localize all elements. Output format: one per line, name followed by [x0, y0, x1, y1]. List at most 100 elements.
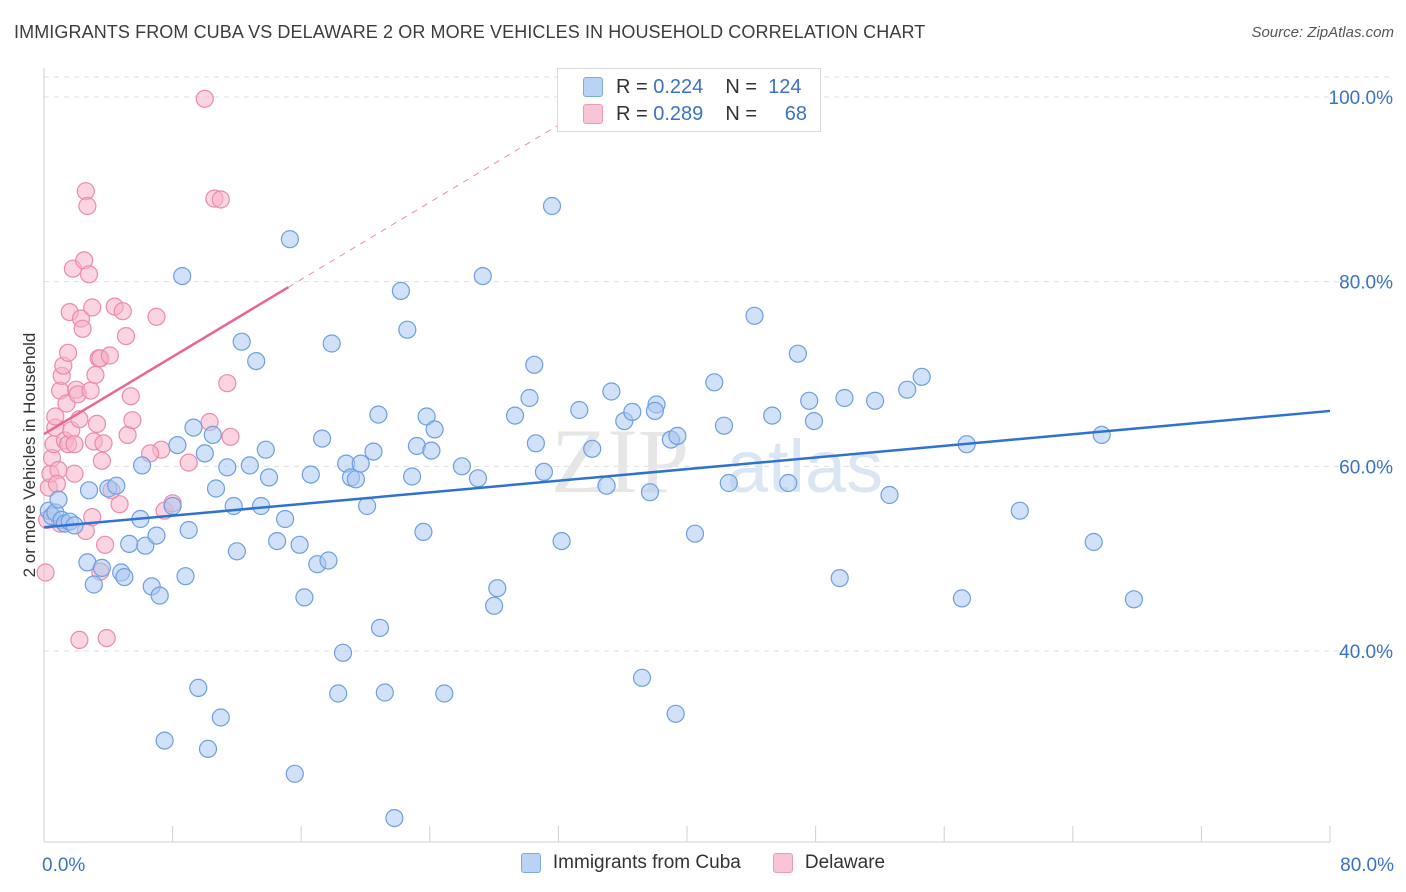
- stats-legend: R = 0.224 N = 124 R = 0.289 N = 68: [557, 68, 821, 132]
- cuba-point: [865, 391, 885, 410]
- cuba-point: [668, 426, 687, 445]
- cuba-point: [417, 407, 436, 426]
- cuba-point: [403, 467, 422, 486]
- cuba-point: [763, 406, 782, 425]
- cuba-point: [1124, 590, 1144, 609]
- cuba-point: [398, 320, 417, 339]
- cuba-r-label: R =: [616, 75, 648, 98]
- delaware-point: [92, 451, 112, 470]
- cuba-point: [526, 434, 546, 453]
- cuba-point: [189, 678, 208, 698]
- delaware-point: [147, 307, 166, 326]
- cuba-point: [534, 462, 554, 481]
- cuba-point: [435, 684, 454, 703]
- delaware-point: [221, 427, 240, 446]
- cuba-point: [552, 531, 571, 551]
- cuba-point: [218, 458, 237, 477]
- delaware-point: [95, 535, 115, 554]
- cuba-point: [92, 558, 112, 578]
- cuba-point: [168, 436, 187, 455]
- delaware-point: [70, 630, 89, 650]
- cuba-point: [120, 534, 139, 554]
- legend-item-delaware[interactable]: Delaware: [772, 852, 885, 874]
- cuba-point: [800, 391, 819, 410]
- watermark-atlas: atlas: [727, 425, 883, 508]
- cuba-point: [912, 367, 931, 386]
- cuba-point: [329, 684, 348, 703]
- cuba-point: [623, 402, 642, 421]
- delaware-point: [94, 434, 113, 453]
- cuba-point: [745, 306, 764, 325]
- delaware-n-value: 68: [784, 102, 808, 125]
- cuba-r-value: 0.224: [653, 75, 704, 98]
- x-tick-label: 0.0%: [42, 855, 85, 876]
- trend-lines: [43, 115, 1331, 529]
- cuba-point: [369, 405, 388, 424]
- cuba-point: [313, 429, 332, 448]
- delaware-point: [36, 563, 55, 582]
- cuba-point: [602, 382, 621, 401]
- cuba-n-label: N =: [725, 75, 757, 98]
- delaware-point: [58, 343, 78, 362]
- stats-legend-row-cuba: R = 0.224 N = 124: [583, 74, 802, 100]
- y-tick-label: 80.0%: [1339, 273, 1393, 294]
- cuba-n-value: 124: [768, 75, 802, 98]
- cuba-point: [163, 496, 182, 516]
- delaware-point: [65, 435, 84, 454]
- cuba-point: [176, 567, 195, 586]
- cuba-point: [505, 406, 525, 425]
- cuba-point: [632, 668, 652, 687]
- delaware-r-label: R =: [616, 102, 648, 125]
- legend-item-cuba[interactable]: Immigrants from Cuba: [520, 852, 741, 874]
- cuba-point: [452, 457, 471, 476]
- delaware-point: [123, 411, 142, 430]
- cuba-point: [525, 355, 544, 374]
- cuba-point: [290, 535, 309, 554]
- cuba-point: [276, 509, 295, 529]
- delaware-point: [116, 327, 136, 346]
- delaware-point: [179, 453, 198, 472]
- cuba-point: [358, 496, 377, 516]
- y-tick-labels: 40.0% 60.0% 80.0% 100.0%: [1329, 88, 1394, 663]
- x-tick-labels: 0.0% 80.0%: [42, 855, 1394, 876]
- cuba-swatch: [583, 77, 603, 97]
- cuba-point: [150, 586, 169, 605]
- cuba-point: [206, 479, 226, 498]
- legend-swatch-cuba: [520, 853, 541, 873]
- delaware-point: [73, 319, 92, 338]
- cuba-point: [155, 731, 174, 750]
- y-tick-label: 100.0%: [1329, 88, 1394, 109]
- trend-line-delaware: [43, 286, 289, 436]
- cuba-point: [370, 618, 390, 638]
- cuba-point: [542, 196, 562, 216]
- cuba-point: [211, 708, 230, 727]
- cuba-point: [49, 490, 68, 509]
- cuba-point: [280, 230, 299, 249]
- delaware-point: [110, 495, 129, 514]
- delaware-r-value: 0.289: [653, 102, 704, 125]
- source-credit: Source: ZipAtlas.com: [1251, 24, 1394, 41]
- stats-legend-row-delaware: R = 0.289 N = 68: [583, 101, 807, 127]
- cuba-point: [788, 344, 808, 363]
- cuba-point: [640, 483, 660, 502]
- delaware-point: [65, 464, 84, 483]
- cuba-point: [107, 476, 126, 495]
- delaware-point: [83, 298, 102, 317]
- delaware-point: [46, 407, 65, 426]
- cuba-point: [268, 531, 287, 551]
- cuba-point: [385, 808, 404, 828]
- cuba-point: [195, 444, 214, 463]
- cuba-point: [319, 551, 338, 570]
- delaware-point: [79, 265, 99, 284]
- cuba-point: [804, 412, 824, 431]
- delaware-point: [211, 190, 230, 209]
- cuba-point: [520, 388, 539, 408]
- delaware-point: [86, 365, 105, 384]
- cuba-point: [488, 579, 507, 598]
- cuba-point: [685, 524, 705, 543]
- cuba-point: [473, 267, 492, 286]
- cuba-point: [830, 568, 849, 588]
- delaware-point: [100, 346, 120, 365]
- y-tick-label: 60.0%: [1339, 457, 1393, 478]
- cuba-point: [256, 440, 275, 459]
